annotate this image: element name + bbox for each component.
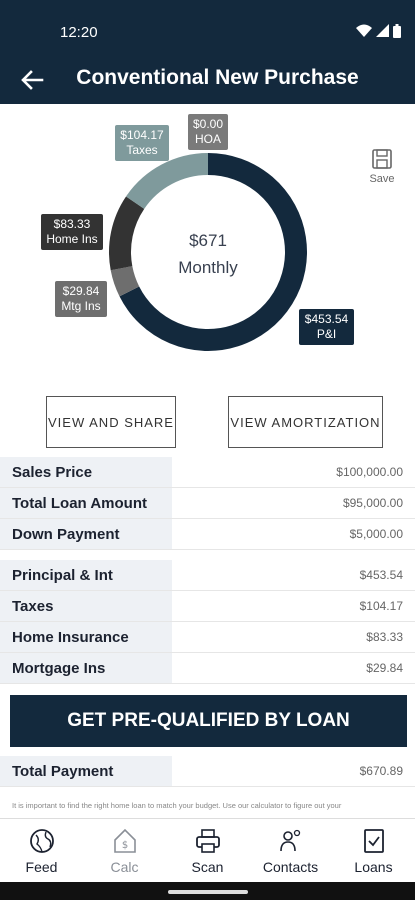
system-navigation-bar	[0, 882, 415, 900]
tab-contacts[interactable]: Contacts	[249, 819, 332, 882]
row-label: Home Insurance	[0, 622, 172, 652]
tab-loans[interactable]: Loans	[332, 819, 415, 882]
tab-feed[interactable]: Feed	[0, 819, 83, 882]
battery-icon	[393, 24, 401, 38]
mtg-ins-amount: $29.84	[62, 284, 100, 298]
taxes-label: Taxes	[126, 143, 158, 157]
pi-label: P&I	[316, 327, 337, 341]
row-label: Total Loan Amount	[0, 488, 172, 518]
svg-text:$: $	[121, 840, 127, 851]
home-ins-amount: $83.33	[53, 217, 91, 231]
row-label: Principal & Int	[0, 560, 172, 590]
back-arrow-icon[interactable]	[18, 66, 46, 94]
donut-slice-p-i	[119, 153, 307, 351]
total-payment-table: Total Payment $670.89	[0, 756, 415, 787]
tab-scan[interactable]: Scan	[166, 819, 249, 882]
taxes-tag: $104.17 Taxes	[115, 125, 169, 161]
pi-amount: $453.54	[304, 312, 349, 326]
system-icons	[356, 24, 401, 38]
save-button[interactable]: Save	[362, 148, 402, 185]
row-value: $104.17	[359, 599, 403, 613]
row-value: $83.33	[366, 630, 403, 644]
globe-icon	[29, 829, 54, 853]
row-label: Mortgage Ins	[0, 653, 172, 683]
calculator-home-icon: $	[113, 828, 136, 853]
table-row: Sales Price $100,000.00	[0, 457, 415, 488]
app-bar: Conventional New Purchase	[0, 58, 415, 104]
get-prequalified-button[interactable]: GET PRE-QUALIFIED BY LOAN	[10, 695, 407, 747]
tab-label: Feed	[25, 859, 58, 875]
row-label: Down Payment	[0, 519, 172, 549]
pi-tag: $453.54 P&I	[299, 309, 354, 345]
donut-slice-mtg-ins	[110, 265, 140, 297]
row-label: Taxes	[0, 591, 172, 621]
status-bar: 12:20	[0, 0, 415, 58]
hoa-tag: $0.00 HOA	[188, 114, 228, 150]
view-amortization-button[interactable]: VIEW AMORTIZATION	[228, 396, 383, 448]
tab-calc[interactable]: $ Calc	[83, 819, 166, 882]
payment-chart-area: $671 Monthly $104.17 Taxes $0.00 HOA $83…	[0, 104, 415, 394]
table-row: Total Loan Amount $95,000.00	[0, 488, 415, 519]
table-row: Principal & Int $453.54	[0, 560, 415, 591]
view-and-share-button[interactable]: VIEW AND SHARE	[46, 396, 176, 448]
printer-icon	[195, 829, 220, 853]
total-payment-label: Total Payment	[0, 756, 172, 786]
home-ins-label: Home Ins	[46, 232, 98, 246]
contacts-icon	[279, 829, 300, 852]
bottom-tab-bar: Feed $ Calc Scan Contacts Loans	[0, 818, 415, 882]
table-row: Home Insurance $83.33	[0, 622, 415, 653]
payment-breakdown-table: Principal & Int $453.54 Taxes $104.17 Ho…	[0, 560, 415, 684]
table-row: Taxes $104.17	[0, 591, 415, 622]
mtg-ins-tag: $29.84 Mtg Ins	[55, 281, 107, 317]
save-label: Save	[369, 173, 395, 185]
total-payment-value: $670.89	[359, 764, 403, 778]
save-floppy-icon	[372, 149, 392, 169]
chart-center-amount: $671	[189, 231, 227, 250]
mtg-ins-label: Mtg Ins	[61, 299, 101, 313]
status-time: 12:20	[60, 24, 98, 41]
tab-label: Contacts	[262, 859, 319, 875]
table-row: Down Payment $5,000.00	[0, 519, 415, 550]
page-title: Conventional New Purchase	[76, 66, 359, 89]
home-ins-tag: $83.33 Home Ins	[41, 214, 103, 250]
table-row: Mortgage Ins $29.84	[0, 653, 415, 684]
tab-label: Calc	[110, 859, 139, 875]
tab-label: Scan	[191, 859, 224, 875]
row-value: $5,000.00	[349, 527, 403, 541]
hoa-amount: $0.00	[192, 117, 224, 131]
donut-slice-home-ins	[109, 196, 145, 271]
row-value: $95,000.00	[342, 496, 403, 510]
tab-label: Loans	[354, 859, 393, 875]
hoa-label: HOA	[194, 132, 221, 146]
loan-summary-table: Sales Price $100,000.00 Total Loan Amoun…	[0, 457, 415, 550]
row-value: $29.84	[366, 661, 403, 675]
total-payment-row: Total Payment $670.89	[0, 756, 415, 787]
home-gesture-pill[interactable]	[168, 890, 248, 894]
disclaimer-text: It is important to find the right home l…	[12, 801, 342, 810]
loan-document-icon	[363, 829, 384, 853]
row-value: $100,000.00	[336, 465, 403, 479]
signal-icon	[376, 24, 389, 37]
row-value: $453.54	[359, 568, 403, 582]
taxes-amount: $104.17	[120, 128, 164, 142]
wifi-icon	[356, 24, 372, 37]
chart-center-label: Monthly	[178, 258, 238, 277]
payment-donut-chart	[109, 153, 307, 351]
donut-slice-taxes	[126, 153, 209, 210]
row-label: Sales Price	[0, 457, 172, 487]
